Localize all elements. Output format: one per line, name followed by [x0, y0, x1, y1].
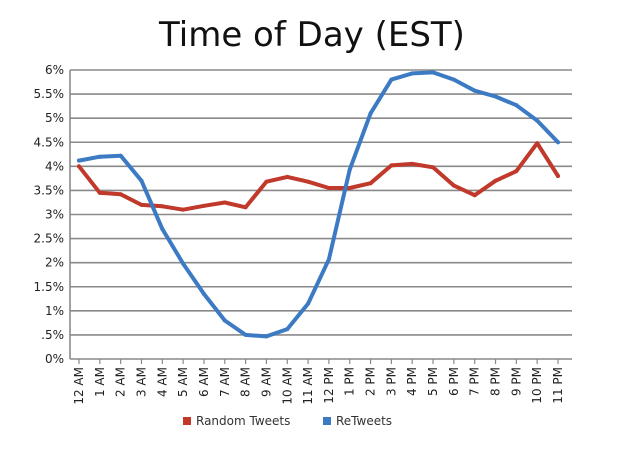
data-point: [97, 190, 102, 195]
legend-swatch: [323, 417, 331, 425]
data-point: [535, 118, 540, 123]
x-tick-label: 1 AM: [93, 367, 107, 397]
y-tick-label: .5%: [41, 328, 64, 342]
x-tick-label: 11 AM: [301, 367, 315, 405]
data-point: [264, 334, 269, 339]
data-point: [139, 178, 144, 183]
data-point: [410, 71, 415, 76]
y-tick-label: 2.5%: [34, 232, 65, 246]
data-point: [326, 186, 331, 191]
data-point: [556, 173, 560, 178]
series-line-retweets: [77, 70, 560, 339]
data-point: [243, 332, 248, 337]
data-point: [306, 179, 311, 184]
series-line-random-tweets: [77, 141, 560, 212]
x-tick-label: 4 PM: [405, 367, 419, 396]
x-tick-label: 10 PM: [530, 367, 544, 404]
data-point: [97, 154, 102, 159]
data-point: [535, 141, 540, 146]
grid-layer: [70, 69, 572, 360]
data-point: [181, 207, 186, 212]
x-tick-label: 3 PM: [384, 367, 398, 396]
data-point: [222, 318, 227, 323]
y-tick-label: 4%: [45, 159, 64, 173]
x-tick-label: 6 PM: [447, 367, 461, 396]
x-tick-label: 6 AM: [197, 367, 211, 397]
data-point: [368, 181, 373, 186]
data-point: [285, 327, 290, 332]
y-tick-label: 1%: [45, 304, 64, 318]
y-tick-label: 3%: [45, 208, 64, 222]
x-tick-label: 1 PM: [343, 367, 357, 396]
data-point: [410, 161, 415, 166]
legend-swatch: [183, 417, 191, 425]
data-point: [306, 301, 311, 306]
x-tick-label: 10 AM: [280, 367, 294, 405]
chart-title: Time of Day (EST): [158, 15, 465, 55]
data-point: [118, 192, 123, 197]
x-tick-label: 7 PM: [468, 367, 482, 396]
x-tick-label: 3 AM: [134, 367, 148, 397]
data-point: [222, 200, 227, 205]
y-tick-label: 4.5%: [34, 135, 65, 149]
x-tick-label: 5 PM: [426, 367, 440, 396]
data-point: [431, 165, 436, 170]
x-tick-label: 7 AM: [218, 367, 232, 397]
data-point: [77, 158, 81, 163]
x-tick-label: 9 PM: [509, 367, 523, 396]
data-point: [493, 178, 498, 183]
data-point: [160, 226, 165, 231]
data-point: [514, 169, 519, 174]
y-tick-label: 5%: [45, 111, 64, 125]
data-point: [389, 163, 394, 168]
x-tick-label: 8 AM: [239, 367, 253, 397]
data-point: [264, 179, 269, 184]
data-point: [160, 204, 165, 209]
data-point: [451, 183, 456, 188]
data-point: [139, 202, 144, 207]
x-tick-label: 2 AM: [114, 367, 128, 397]
data-point: [201, 291, 206, 296]
series-layer: [77, 70, 560, 339]
x-tick-label: 11 PM: [551, 367, 565, 404]
x-tick-label: 9 AM: [259, 367, 273, 397]
data-point: [243, 205, 248, 210]
data-point: [556, 140, 560, 145]
y-tick-label: 5.5%: [34, 87, 65, 101]
x-tick-label: 4 AM: [155, 367, 169, 397]
legend-label: ReTweets: [336, 414, 392, 428]
y-tick-label: 3.5%: [34, 183, 65, 197]
data-point: [514, 103, 519, 108]
data-point: [493, 94, 498, 99]
data-point: [472, 193, 477, 198]
x-tick-label: 8 PM: [489, 367, 503, 396]
data-point: [451, 77, 456, 82]
data-point: [389, 77, 394, 82]
legend: Random Tweets ReTweets: [183, 414, 392, 428]
data-point: [347, 186, 352, 191]
data-point: [347, 167, 352, 172]
y-tick-label: 2%: [45, 256, 64, 270]
data-point: [285, 174, 290, 179]
data-point: [181, 261, 186, 266]
data-point: [472, 88, 477, 93]
data-point: [77, 164, 81, 169]
x-tick-label: 12 AM: [72, 367, 86, 405]
data-point: [368, 111, 373, 116]
legend-label: Random Tweets: [196, 414, 290, 428]
data-point: [118, 153, 123, 158]
data-point: [201, 203, 206, 208]
x-tick-label: 12 PM: [322, 367, 336, 404]
x-tick-label: 5 AM: [176, 367, 190, 397]
data-point: [326, 257, 331, 262]
y-tick-label: 0%: [45, 352, 64, 366]
x-tick-label: 2 PM: [364, 367, 378, 396]
data-point: [431, 70, 436, 75]
y-tick-label: 1.5%: [34, 280, 65, 294]
axis-layer: 0% .5% 1% 1.5% 2% 2.5% 3% 3.5% 4% 4.5% 5% 5.5% 6% 12 …: [34, 63, 566, 405]
y-tick-label: 6%: [45, 63, 64, 77]
